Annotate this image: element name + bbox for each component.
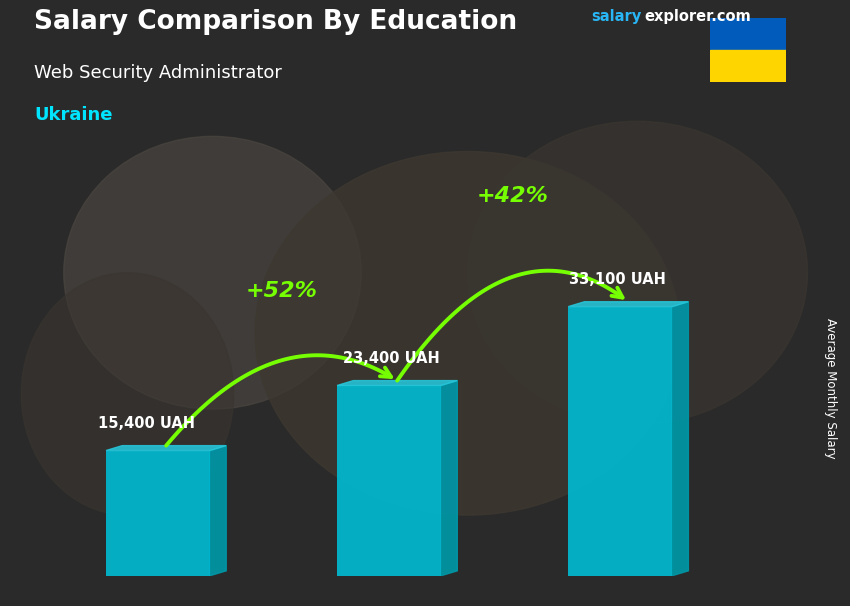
Text: Ukraine: Ukraine <box>34 106 112 124</box>
Text: Salary Comparison By Education: Salary Comparison By Education <box>34 9 517 35</box>
Bar <box>710 18 786 50</box>
Text: Web Security Administrator: Web Security Administrator <box>34 64 282 82</box>
Bar <box>569 307 672 576</box>
Polygon shape <box>569 302 688 307</box>
Ellipse shape <box>64 136 361 409</box>
Polygon shape <box>441 381 457 576</box>
Text: 23,400 UAH: 23,400 UAH <box>343 351 439 366</box>
Polygon shape <box>106 445 226 450</box>
Text: 33,100 UAH: 33,100 UAH <box>570 272 666 287</box>
Text: Average Monthly Salary: Average Monthly Salary <box>824 318 837 458</box>
Text: 15,400 UAH: 15,400 UAH <box>98 416 195 431</box>
Ellipse shape <box>21 273 234 515</box>
Ellipse shape <box>255 152 680 515</box>
Polygon shape <box>337 381 457 385</box>
Ellipse shape <box>468 121 808 424</box>
Polygon shape <box>672 302 688 576</box>
Bar <box>106 450 210 576</box>
Text: explorer.com: explorer.com <box>644 9 751 24</box>
Text: +52%: +52% <box>246 281 318 301</box>
Bar <box>337 385 441 576</box>
Bar <box>710 50 786 82</box>
Text: +42%: +42% <box>477 186 549 206</box>
Text: salary: salary <box>591 9 641 24</box>
Polygon shape <box>210 445 226 576</box>
